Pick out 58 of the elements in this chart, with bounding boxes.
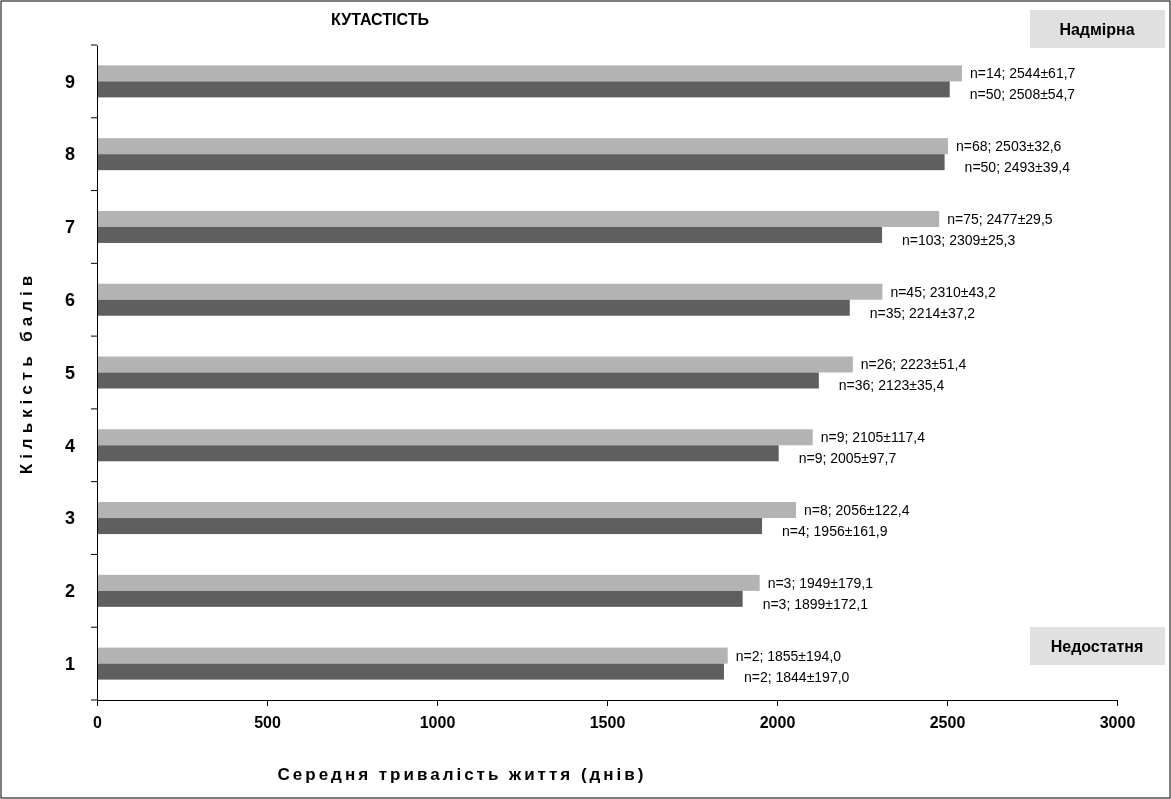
data-label: n=68; 2503±32,6 bbox=[956, 138, 1062, 155]
data-label: n=50; 2493±39,4 bbox=[964, 159, 1071, 176]
bar bbox=[97, 429, 813, 446]
bar bbox=[97, 81, 950, 98]
x-axis-title: Середня тривалість життя (днів) bbox=[277, 765, 647, 784]
data-label: n=2; 1855±194,0 bbox=[735, 647, 842, 664]
data-label: n=3; 1899±172,1 bbox=[762, 595, 869, 612]
data-label: n=103; 2309±25,3 bbox=[902, 231, 1016, 248]
y-tick-label: 8 bbox=[64, 144, 75, 165]
data-label: n=35; 2214±37,2 bbox=[869, 304, 976, 321]
bar bbox=[97, 65, 962, 82]
data-label: n=14; 2544±61,7 bbox=[969, 65, 1076, 82]
y-tick-label: 9 bbox=[64, 71, 75, 92]
x-tick-label: 3000 bbox=[1099, 714, 1136, 732]
bar bbox=[97, 356, 853, 373]
y-tick-label: 4 bbox=[64, 435, 75, 456]
y-tick-label: 7 bbox=[64, 217, 75, 238]
bar bbox=[97, 299, 850, 316]
data-label: n=50; 2508±54,7 bbox=[969, 86, 1076, 103]
y-tick-label: 1 bbox=[64, 653, 75, 674]
bar bbox=[97, 283, 883, 300]
data-label: n=9; 2105±117,4 bbox=[820, 429, 926, 446]
data-label: n=36; 2123±35,4 bbox=[838, 377, 945, 394]
bar bbox=[97, 372, 819, 389]
y-tick-label: 2 bbox=[64, 581, 75, 602]
x-tick-label: 1000 bbox=[419, 714, 456, 732]
data-label: n=75; 2477±29,5 bbox=[947, 210, 1053, 227]
y-tick-label: 6 bbox=[64, 290, 75, 311]
data-label: n=2; 1844±197,0 bbox=[743, 668, 850, 685]
y-tick-label: 3 bbox=[64, 508, 75, 529]
bar bbox=[97, 226, 883, 243]
bar bbox=[97, 647, 728, 664]
chart-title: КУТАСТІСТЬ bbox=[331, 11, 429, 28]
annotation: Недостатня bbox=[1050, 637, 1144, 655]
label-box: Надмірна bbox=[1030, 10, 1165, 48]
bar bbox=[97, 210, 940, 227]
bar bbox=[97, 154, 945, 171]
x-tick-label: 500 bbox=[254, 714, 281, 732]
x-tick-label: 0 bbox=[93, 714, 103, 732]
y-tick-label: 5 bbox=[64, 362, 75, 383]
x-tick-label: 2500 bbox=[929, 714, 966, 732]
x-tick-label: 1500 bbox=[589, 714, 626, 732]
data-label: n=9; 2005±97,7 bbox=[798, 450, 897, 467]
data-label: n=4; 1956±161,9 bbox=[782, 522, 888, 539]
bar bbox=[97, 663, 724, 680]
label-box: Недостатня bbox=[1030, 627, 1165, 665]
data-label: n=3; 1949±179,1 bbox=[767, 574, 874, 591]
bar bbox=[97, 138, 949, 155]
x-tick-label: 2000 bbox=[759, 714, 796, 732]
data-label: n=8; 2056±122,4 bbox=[804, 501, 910, 518]
bar bbox=[97, 502, 797, 519]
data-label: n=45; 2310±43,2 bbox=[890, 283, 996, 300]
bar bbox=[97, 518, 763, 535]
bar bbox=[97, 574, 760, 591]
bar bbox=[97, 445, 779, 462]
data-label: n=26; 2223±51,4 bbox=[860, 356, 967, 373]
bar bbox=[97, 590, 743, 607]
y-axis-title: Кількість балів bbox=[17, 270, 36, 475]
